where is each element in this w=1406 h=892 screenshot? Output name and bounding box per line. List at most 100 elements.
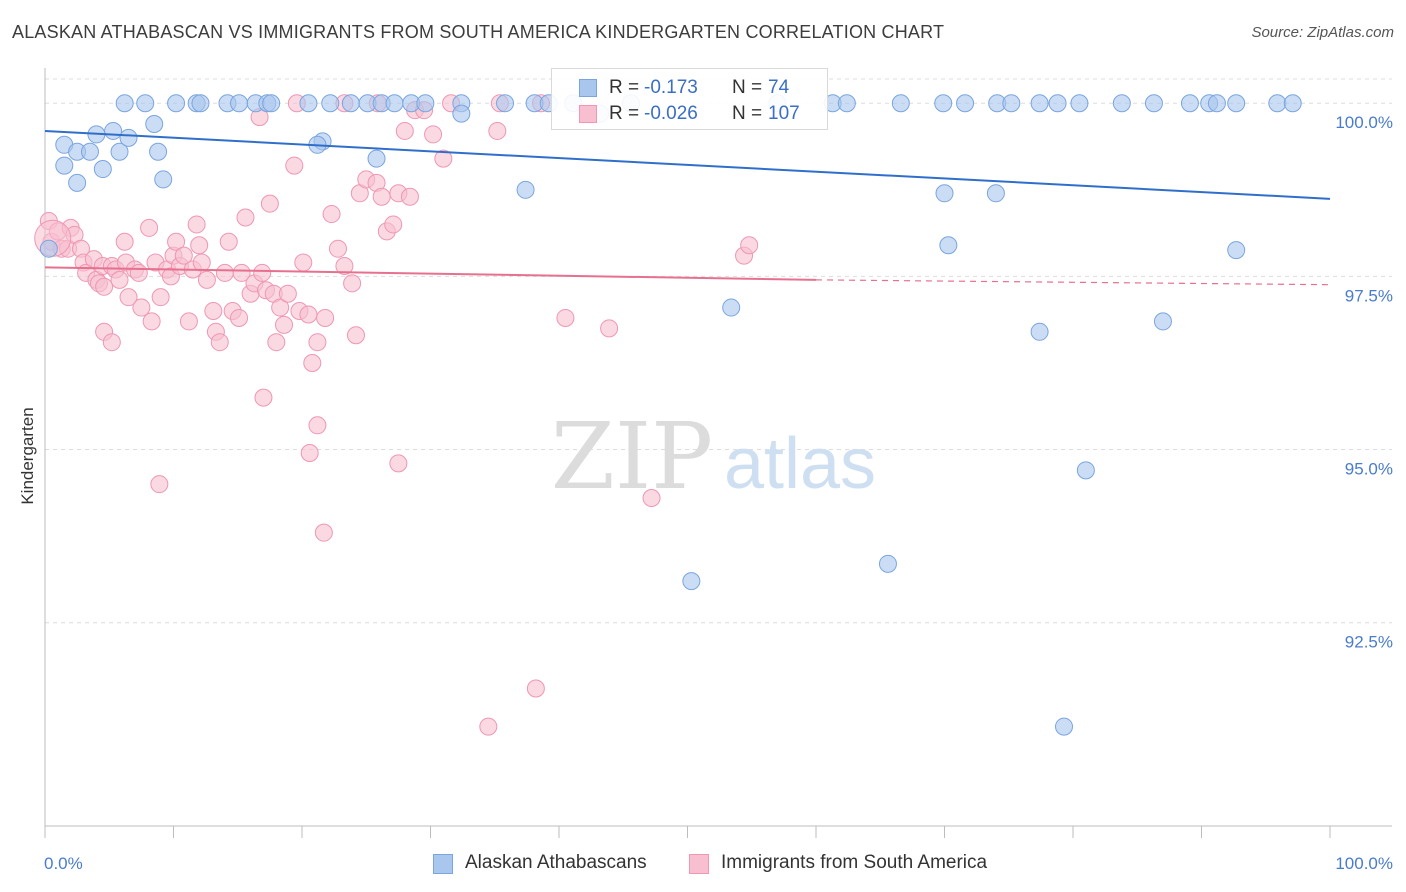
blue-point	[1055, 717, 1074, 736]
axes	[44, 68, 1392, 838]
blue-point	[496, 94, 515, 113]
pink-point	[395, 121, 414, 140]
pink-point	[197, 270, 216, 289]
blue-point	[1283, 94, 1302, 113]
pink-point	[236, 208, 255, 227]
pink-point	[115, 232, 134, 251]
pink-point	[335, 257, 354, 276]
pink-point	[642, 489, 661, 508]
pink-point	[346, 326, 365, 345]
n-label: N =	[732, 103, 763, 124]
blue-point	[1144, 94, 1163, 113]
trend-lines	[44, 129, 1331, 286]
stats-row-blue: R = -0.173 N = 74	[552, 75, 827, 101]
pink-point	[129, 263, 148, 282]
blue-point	[262, 94, 281, 113]
blue-point	[80, 142, 99, 161]
pink-point	[294, 253, 313, 272]
pink-point	[740, 236, 759, 255]
pink-point	[179, 312, 198, 331]
r-value: -0.173	[644, 77, 698, 98]
pink-point	[110, 270, 129, 289]
blue-point	[93, 160, 112, 179]
pink-point	[232, 263, 251, 282]
pink-point	[119, 288, 138, 307]
blue-point	[149, 142, 168, 161]
pink-point	[299, 305, 318, 324]
blue-point	[516, 180, 535, 199]
blue-point	[119, 128, 138, 147]
stats-box: R = -0.173 N = 74 R = -0.026 N = 107	[551, 68, 828, 130]
y-tick-label: 95.0%	[1345, 460, 1393, 479]
blue-point	[1268, 94, 1287, 113]
r-label: R =	[609, 103, 640, 124]
blue-point	[986, 184, 1005, 203]
blue-point	[935, 184, 954, 203]
pink-swatch	[579, 105, 597, 123]
n-value: 107	[768, 103, 800, 124]
n-label: N =	[732, 77, 763, 98]
pink-trend-line-extension	[815, 279, 1331, 286]
pink-point	[271, 298, 290, 317]
blue-point	[878, 554, 897, 573]
x-tick-label: 0.0%	[44, 854, 83, 873]
watermark-atlas: atlas	[724, 424, 876, 504]
pink-point	[343, 274, 362, 293]
pink-point	[314, 523, 333, 542]
pink-point	[434, 149, 453, 168]
pink-point	[316, 308, 335, 327]
blue-point	[68, 173, 87, 192]
pink-point	[210, 333, 229, 352]
pink-point	[151, 288, 170, 307]
pink-point	[187, 215, 206, 234]
blue-point	[1180, 94, 1199, 113]
r-value: -0.026	[644, 103, 698, 124]
n-value: 74	[768, 77, 790, 98]
blue-point	[39, 239, 58, 258]
tick-labels: 100.0% 97.5% 95.0% 92.5% 0.0% 100.0%	[44, 113, 1393, 873]
pink-point	[285, 156, 304, 175]
pink-point	[219, 232, 238, 251]
blue-point	[939, 236, 958, 255]
blue-point	[1153, 312, 1172, 331]
pink-point	[142, 312, 161, 331]
blue-point	[104, 121, 123, 140]
pink-point	[102, 333, 121, 352]
stats-row-pink: R = -0.026 N = 107	[552, 101, 827, 127]
pink-point	[230, 308, 249, 327]
blue-point	[230, 94, 249, 113]
blue-point	[956, 94, 975, 113]
blue-trend-line	[44, 129, 1331, 200]
pink-point	[167, 232, 186, 251]
blue-point	[1070, 94, 1089, 113]
blue-point	[136, 94, 155, 113]
pink-point	[526, 679, 545, 698]
blue-point	[1076, 461, 1095, 480]
blue-point	[891, 94, 910, 113]
blue-point	[452, 104, 471, 123]
blue-point	[367, 149, 386, 168]
pink-series-points	[34, 94, 759, 736]
blue-point	[1207, 94, 1226, 113]
r-label: R =	[609, 77, 640, 98]
pink-point	[308, 333, 327, 352]
blue-point	[934, 94, 953, 113]
legend-blue-swatch	[433, 854, 453, 874]
pink-point	[132, 298, 151, 317]
pink-point	[322, 205, 341, 224]
gridlines	[45, 78, 1392, 624]
legend-pink-label: Immigrants from South America	[721, 852, 988, 873]
pink-point	[254, 388, 273, 407]
blue-point	[722, 298, 741, 317]
pink-point	[140, 218, 159, 237]
pink-point	[150, 475, 169, 494]
pink-point	[192, 253, 211, 272]
y-tick-label: 97.5%	[1345, 286, 1393, 305]
y-tick-label: 100.0%	[1335, 113, 1393, 132]
blue-point	[145, 115, 164, 134]
blue-point	[837, 94, 856, 113]
pink-trend-line	[44, 266, 817, 281]
blue-point	[682, 572, 701, 591]
blue-point	[1002, 94, 1021, 113]
blue-point	[321, 94, 340, 113]
